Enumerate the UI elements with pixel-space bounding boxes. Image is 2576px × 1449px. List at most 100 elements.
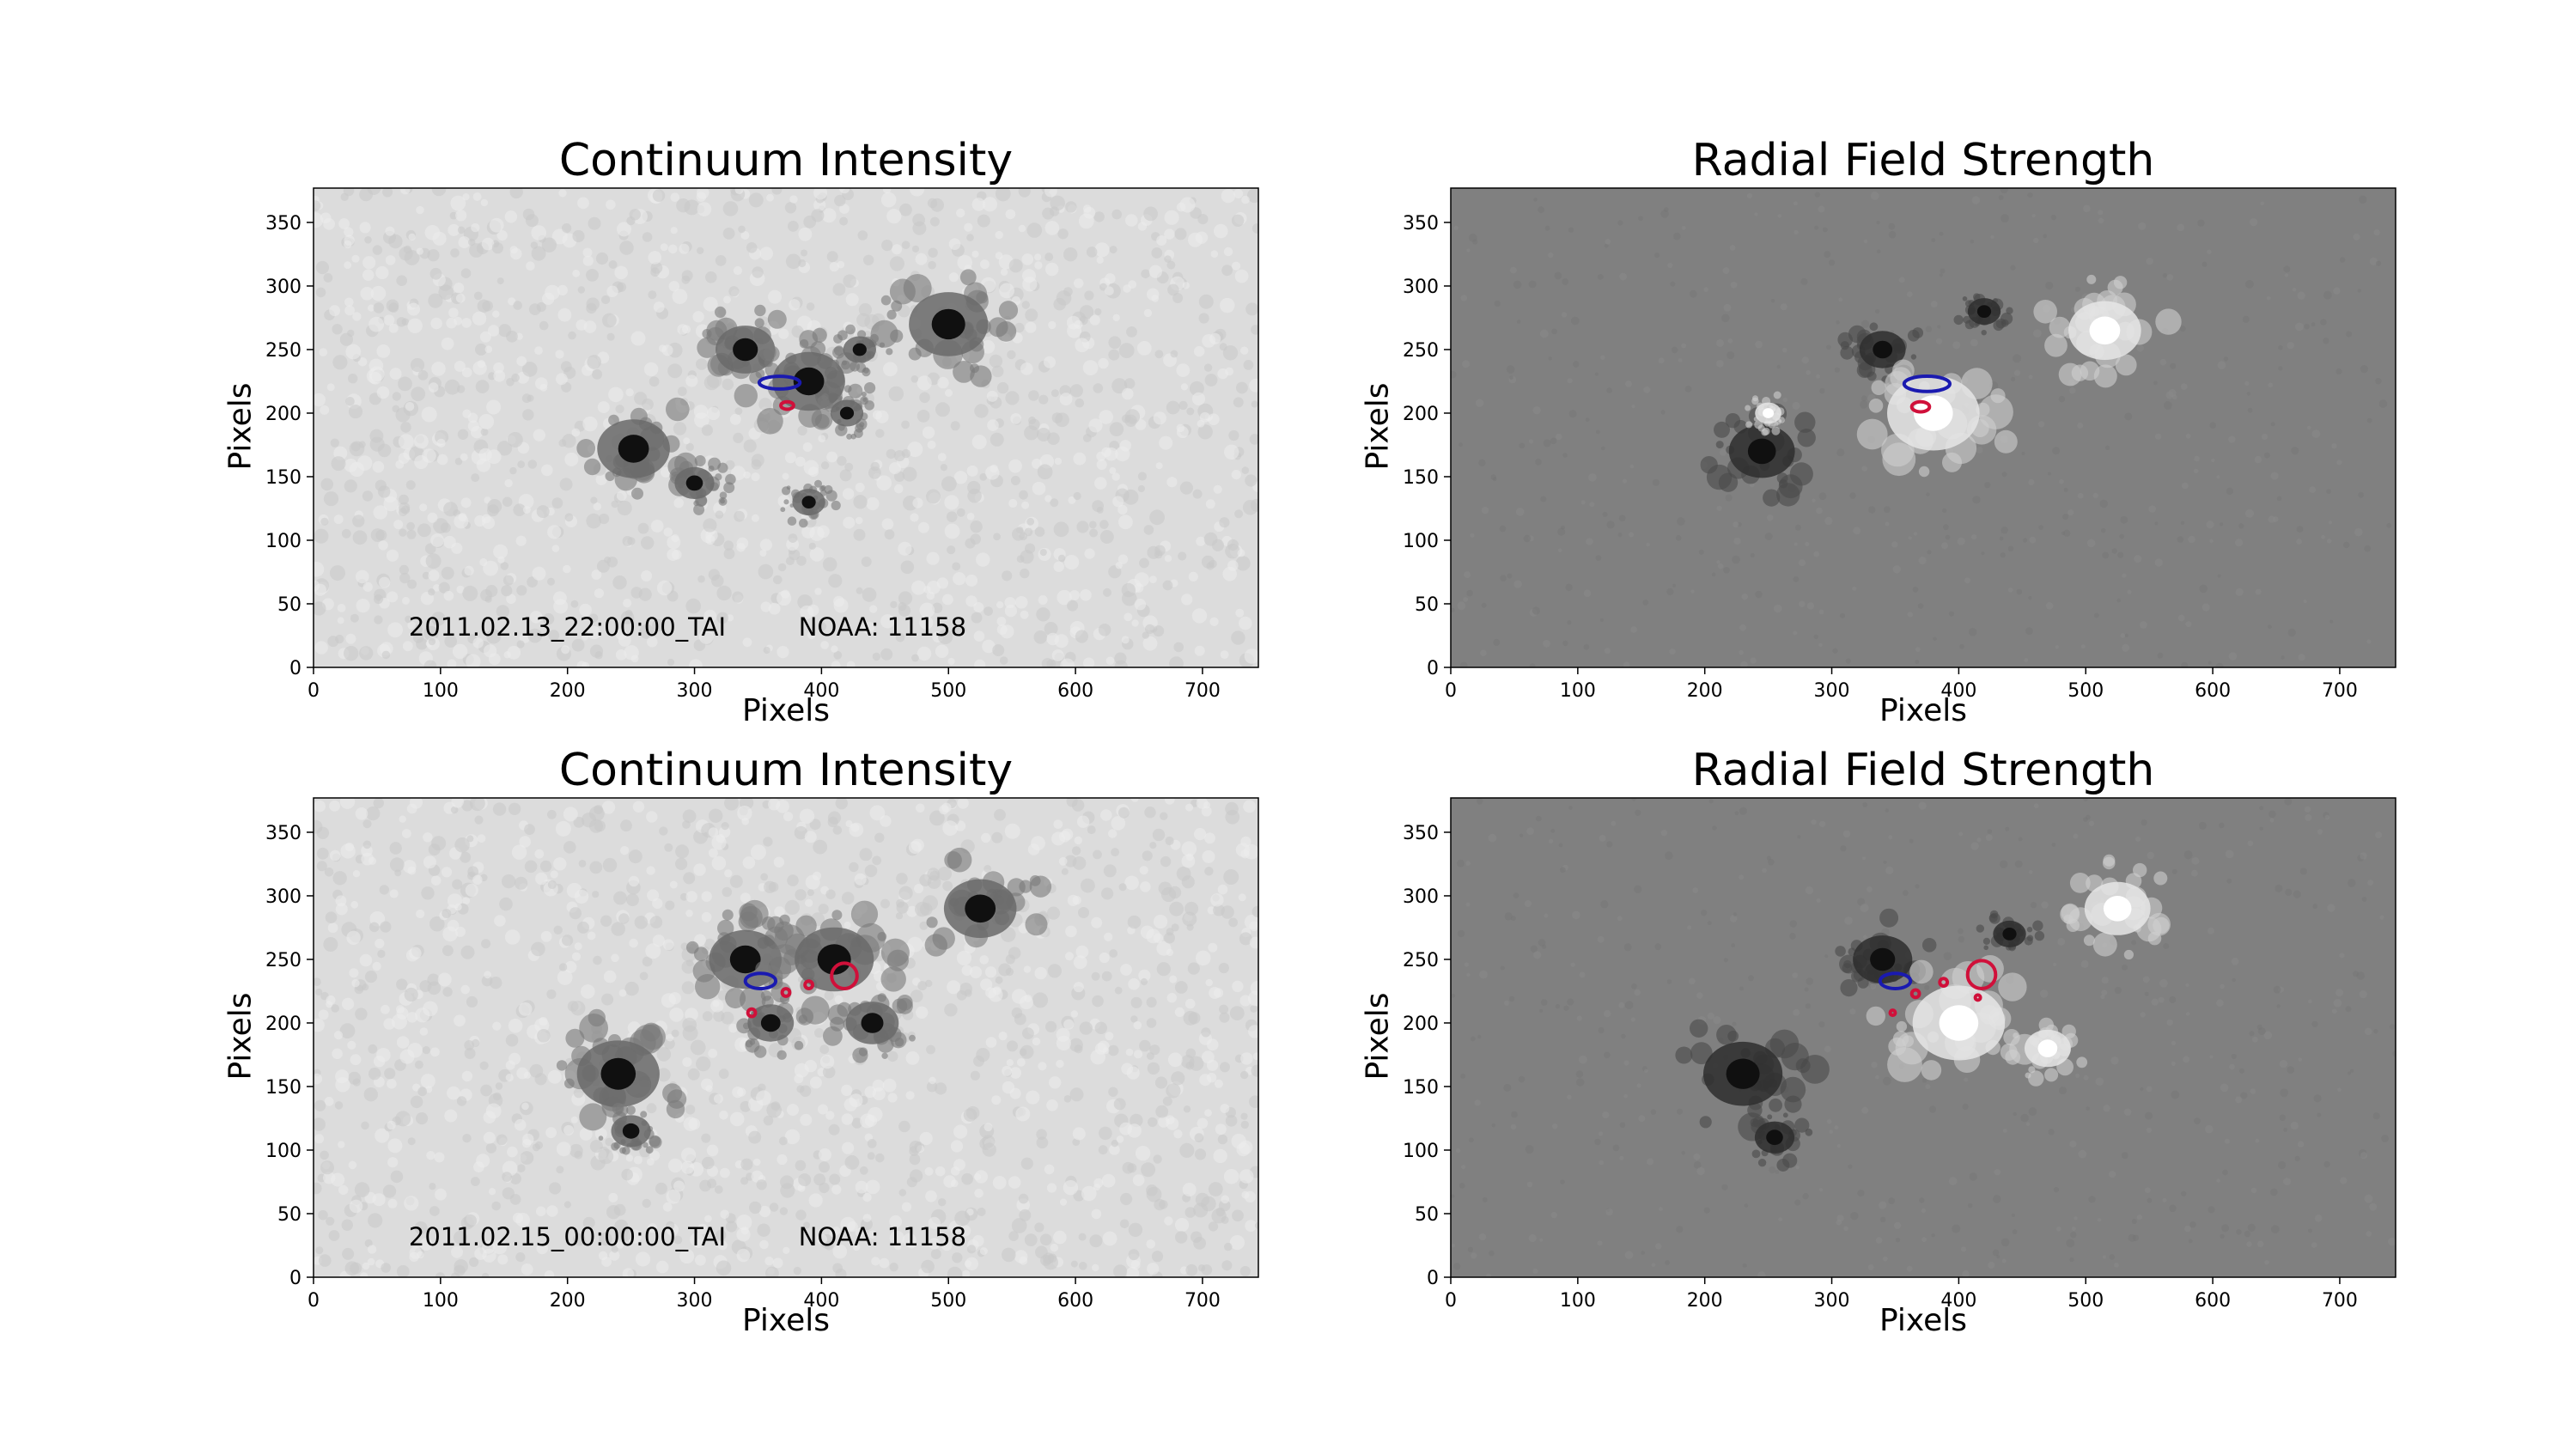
texture-grain — [1010, 476, 1020, 485]
texture-grain — [1050, 1244, 1058, 1252]
umbra — [1766, 1129, 1783, 1146]
texture-grain — [1188, 232, 1203, 247]
texture-grain — [408, 233, 416, 241]
texture-grain — [1109, 1144, 1120, 1155]
texture-grain — [1181, 854, 1196, 868]
texture-grain — [2360, 365, 2368, 374]
texture-grain — [419, 1027, 429, 1036]
penumbra-blob — [862, 368, 871, 377]
x-axis-label: Pixels — [1879, 693, 1968, 728]
dark-region — [924, 847, 1052, 957]
texture-grain — [400, 422, 411, 433]
texture-grain — [338, 1141, 345, 1148]
texture-grain — [2146, 1086, 2153, 1093]
texture-grain — [2182, 482, 2189, 490]
texture-grain — [2051, 843, 2056, 847]
texture-grain — [1239, 616, 1252, 630]
texture-grain — [442, 945, 454, 957]
texture-grain — [2312, 904, 2318, 910]
penumbra-blob — [970, 365, 992, 387]
texture-grain — [1219, 1004, 1229, 1014]
texture-grain — [736, 1215, 752, 1230]
texture-grain — [314, 1073, 323, 1085]
texture-grain — [1196, 536, 1206, 546]
texture-grain — [1562, 640, 1568, 647]
texture-grain — [2238, 523, 2244, 529]
texture-grain — [1243, 800, 1256, 813]
texture-grain — [1560, 867, 1566, 874]
texture-grain — [472, 1038, 480, 1047]
texture-grain — [438, 581, 450, 594]
texture-grain — [2247, 840, 2254, 847]
texture-grain — [924, 1166, 934, 1176]
texture-grain — [431, 362, 446, 376]
texture-grain — [624, 645, 639, 661]
texture-grain — [703, 518, 717, 533]
texture-grain — [2201, 603, 2210, 612]
texture-grain — [344, 261, 352, 269]
texture-grain — [1462, 360, 1471, 368]
texture-grain — [356, 569, 369, 584]
texture-grain — [652, 618, 665, 632]
texture-grain — [919, 874, 932, 886]
texture-grain — [666, 1033, 674, 1042]
texture-grain — [2028, 596, 2032, 600]
texture-grain — [622, 1268, 635, 1277]
texture-grain — [900, 560, 915, 575]
texture-grain — [1918, 801, 1927, 810]
texture-grain — [2033, 329, 2042, 338]
texture-grain — [1032, 1037, 1041, 1046]
texture-grain — [699, 1179, 711, 1192]
x-tick-label: 300 — [677, 1290, 713, 1312]
texture-grain — [1014, 322, 1025, 333]
texture-grain — [645, 943, 661, 959]
texture-grain — [919, 1131, 933, 1146]
penumbra-blob — [2024, 936, 2033, 946]
texture-grain — [857, 230, 868, 240]
texture-grain — [2242, 315, 2250, 323]
texture-grain — [1604, 648, 1611, 654]
texture-grain — [760, 601, 771, 612]
texture-grain — [1144, 807, 1156, 819]
texture-grain — [1057, 589, 1072, 606]
texture-grain — [1669, 648, 1676, 655]
texture-grain — [502, 874, 516, 889]
texture-grain — [1816, 507, 1823, 514]
plage-blob — [1909, 959, 1934, 984]
texture-grain — [553, 857, 567, 871]
texture-grain — [1959, 644, 1964, 649]
texture-grain — [1924, 984, 1930, 990]
texture-grain — [1532, 406, 1541, 415]
texture-grain — [2280, 1088, 2289, 1098]
texture-grain — [1175, 1231, 1188, 1244]
texture-grain — [796, 556, 807, 566]
texture-grain — [611, 953, 619, 963]
texture-grain — [751, 454, 764, 467]
texture-grain — [1007, 1040, 1018, 1052]
texture-grain — [1666, 588, 1674, 596]
penumbra-blob — [666, 1099, 685, 1119]
texture-grain — [722, 228, 735, 240]
texture-grain — [673, 497, 684, 508]
texture-grain — [1179, 197, 1196, 213]
texture-grain — [569, 907, 582, 920]
texture-grain — [1186, 407, 1195, 416]
texture-grain — [606, 285, 618, 297]
texture-grain — [1139, 557, 1149, 569]
texture-grain — [373, 505, 388, 520]
texture-grain — [435, 1272, 446, 1277]
texture-grain — [813, 839, 828, 855]
texture-grain — [928, 247, 938, 258]
texture-grain — [2283, 265, 2291, 273]
texture-grain — [405, 480, 416, 490]
texture-grain — [2266, 296, 2271, 301]
texture-grain — [2240, 1092, 2248, 1099]
texture-grain — [1089, 1234, 1103, 1248]
texture-grain — [703, 296, 718, 312]
texture-grain — [737, 806, 752, 821]
texture-grain — [1034, 527, 1045, 537]
texture-grain — [1142, 850, 1153, 861]
texture-grain — [509, 1172, 521, 1184]
texture-grain — [1958, 935, 1964, 943]
texture-grain — [1231, 630, 1245, 645]
